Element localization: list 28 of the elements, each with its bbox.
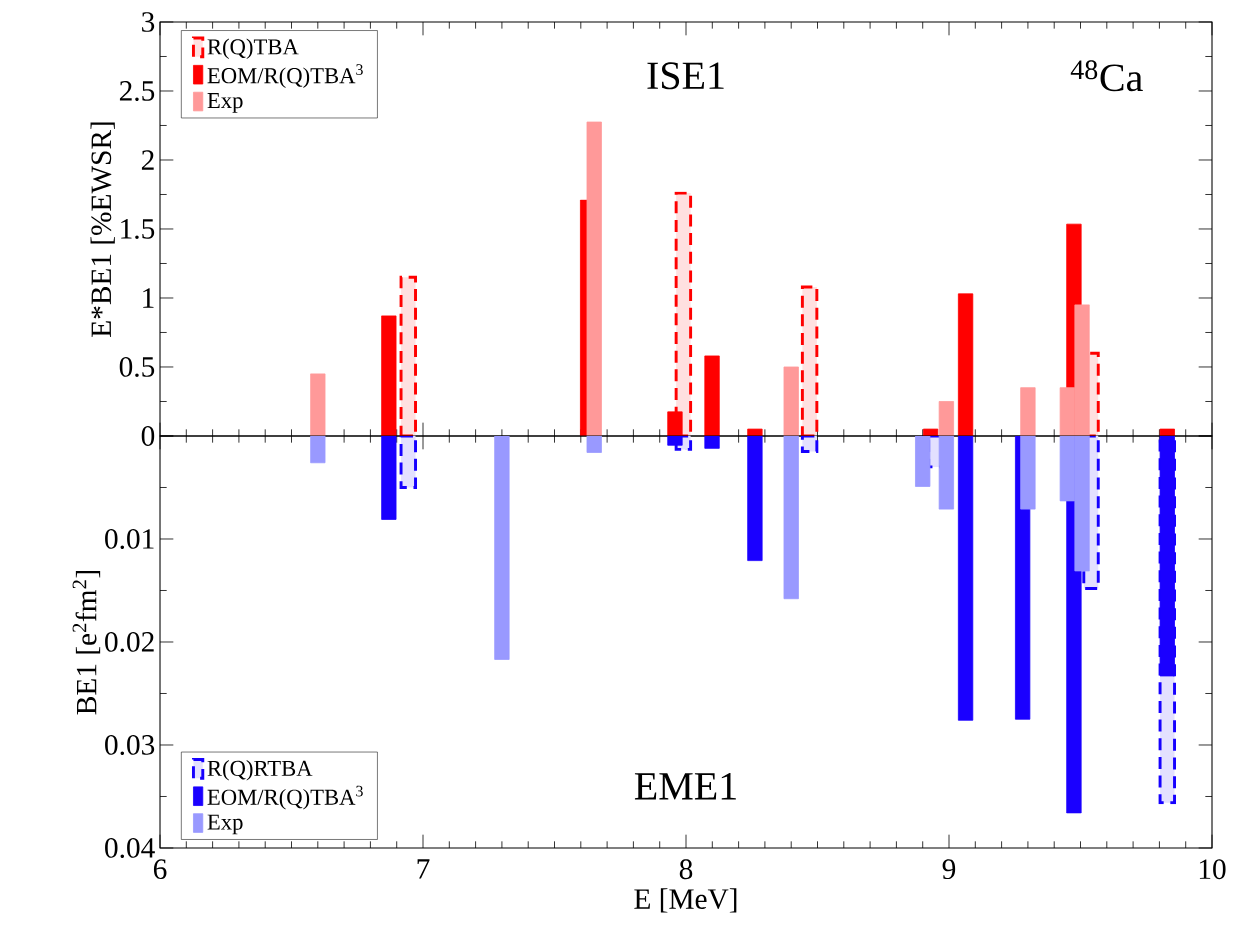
- x-axis-title: E [MeV]: [634, 888, 737, 913]
- x-tick-label: 10: [1199, 859, 1226, 880]
- x-tick-label: 7: [417, 859, 430, 879]
- y-tick-label: 0.02: [105, 632, 154, 652]
- annotation: ISE1: [647, 62, 724, 90]
- y-tick-label: 2: [141, 150, 154, 170]
- y-tick-label: 1: [143, 288, 154, 308]
- legend-label: Exp: [207, 93, 243, 113]
- y-tick-label: 0.03: [105, 735, 155, 755]
- y-tick-label: 0: [141, 426, 155, 446]
- annotation: $^{48}$Ca: [1070, 60, 1143, 92]
- y-tick-label: 0.5: [119, 357, 155, 377]
- x-tick-label: 8: [679, 859, 693, 880]
- y-tick-label: 3: [142, 12, 155, 32]
- x-tick-label: 9: [942, 859, 956, 880]
- y-tick-label: 1.5: [121, 219, 155, 239]
- legend-label: R(Q)TBA: [207, 38, 299, 60]
- y-tick-label: 2.5: [119, 81, 155, 101]
- annotation: EME1: [634, 772, 736, 800]
- legend-label: EOM/R(Q)TBA$^{3}$: [207, 64, 363, 88]
- y-tick-label: 0.01: [105, 529, 154, 549]
- y-axis-title: BE1 [e$^{2}$fm$^{2}$]: [72, 570, 101, 715]
- y-tick-label: 0.04: [105, 838, 155, 858]
- legend-label: Exp: [207, 814, 243, 835]
- legend-label: EOM/R(Q)TBA$^{3}$: [207, 785, 363, 810]
- x-tick-label: 6: [153, 859, 167, 880]
- y-axis-title: E*BE1 [%EWSR]: [90, 122, 115, 337]
- legend-label: R(Q)RTBA: [207, 760, 313, 781]
